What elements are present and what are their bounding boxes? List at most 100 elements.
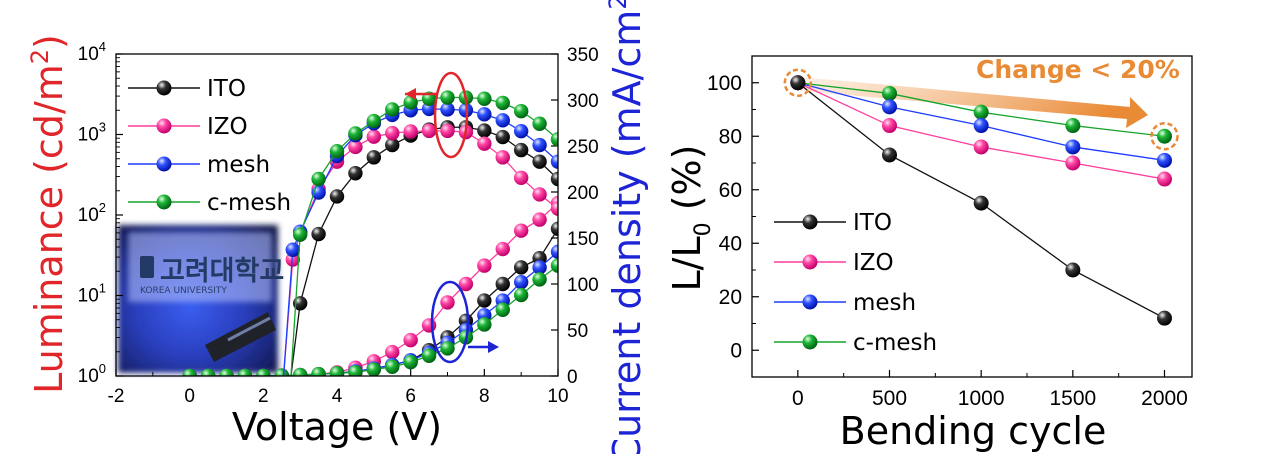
jvl-left-tick-label: 101: [78, 281, 106, 307]
jvl-luminance-point-c-mesh: [292, 227, 308, 242]
jvl-legend-marker-izo: [156, 118, 172, 134]
bending-y-tick-label: 20: [719, 286, 742, 309]
jvl-luminance-point-izo: [532, 187, 547, 202]
jvl-current-density-point-c-mesh: [366, 362, 382, 376]
jvl-luminance-point-izo: [440, 123, 455, 139]
jvl-current-density-point-mesh: [513, 274, 529, 290]
jvl-x-tick-label: 6: [405, 386, 416, 407]
jvl-luminance-point-ito: [385, 137, 400, 153]
jvl-legend-label-izo: IZO: [207, 114, 248, 140]
jvl-right-tick-label: 250: [567, 137, 599, 158]
jvl-right-tick-label: 50: [567, 321, 588, 342]
jvl-luminance-onset-c-mesh: [290, 234, 301, 376]
jvl-current-density-point-ito: [477, 293, 492, 308]
jvl-luminance-point-izo: [550, 201, 558, 216]
jvl-current-density-point-izo: [385, 344, 400, 360]
jvl-luminance-point-izo: [421, 123, 437, 139]
jvl-current-density-point-c-mesh: [182, 368, 197, 376]
jvl-luminance-point-ito: [366, 150, 382, 165]
bending-x-tick-label: 500: [872, 387, 907, 410]
jvl-left-tick-base: 10: [78, 286, 99, 307]
jvl-current-density-point-izo: [421, 318, 437, 333]
jvl-luminance-point-mesh: [285, 242, 300, 257]
inset-photo-device-edge: [227, 316, 271, 342]
bending-x-tick-label: 2000: [1141, 387, 1188, 410]
jvl-current-density-point-c-mesh: [513, 287, 529, 303]
inset-photo-subtext: KOREA UNIVERSITY: [140, 286, 227, 296]
jvl-luminance-point-ito: [532, 154, 547, 169]
jvl-luminance-point-izo: [385, 125, 400, 141]
jvl-luminance-point-izo: [348, 139, 363, 155]
bending-y-axis-title-end: (%): [665, 145, 709, 223]
jvl-legend: ITO IZO mesh c-mesh: [128, 76, 291, 216]
jvl-right-tick-label: 200: [567, 183, 599, 204]
bending-y-axis-title: L/L0 (%): [665, 145, 716, 292]
bending-point-izo: [1157, 171, 1172, 187]
jvl-x-tick-label: 8: [479, 386, 490, 407]
bending-plot-frame: [751, 55, 1193, 378]
jvl-current-density-point-c-mesh: [440, 341, 455, 356]
jvl-current-density-point-c-mesh: [274, 368, 289, 376]
luminance-highlight-ellipse: [433, 71, 469, 159]
jvl-current-density-point-izo: [477, 258, 492, 273]
inset-photo: 고려대학교 KOREA UNIVERSITY: [118, 225, 284, 373]
jvl-current-density-point-ito: [495, 276, 510, 292]
bending-axes: 0 500 1000 1500 2000 0 20 40 60 80 100: [707, 72, 1188, 410]
jvl-current-density-point-c-mesh: [532, 272, 547, 287]
jvl-luminance-point-c-mesh: [385, 102, 400, 117]
jvl-left-tick-exponent: 3: [99, 120, 106, 135]
bending-y-tick-label: 0: [730, 339, 742, 362]
jvl-luminance-point-c-mesh: [495, 95, 510, 111]
jvl-current-density-point-c-mesh: [292, 367, 308, 376]
bending-point-mesh: [882, 99, 897, 115]
inset-photo-text: 고려대학교: [160, 256, 284, 287]
bending-x-tick-label: 1500: [1049, 387, 1096, 410]
jvl-axes: -2 0 2 4 6 8 101001011021031040501001502002503…: [78, 39, 599, 407]
bending-point-mesh: [1157, 152, 1172, 168]
bending-legend-label-ito: ITO: [853, 210, 892, 236]
bending-legend: ITO IZO mesh c-mesh: [774, 210, 937, 356]
current-highlight-ellipse: [430, 280, 470, 364]
jvl-luminance-point-ito: [348, 166, 363, 181]
jvl-current-density-point-c-mesh: [385, 359, 400, 374]
jvl-current-density-point-mesh: [532, 260, 547, 275]
jvl-legend-marker-ito: [156, 80, 172, 96]
jvl-current-density-point-c-mesh: [256, 368, 271, 376]
jvl-right-tick-label: 100: [567, 275, 599, 296]
bending-point-ito: [1065, 262, 1081, 278]
bending-point-mesh: [973, 118, 989, 134]
jvl-luminance-point-c-mesh: [532, 116, 547, 131]
jvl-legend-label-c-mesh: c-mesh: [207, 190, 291, 216]
jvl-current-density-point-ito: [513, 260, 529, 275]
jvl-luminance-point-mesh: [550, 154, 558, 169]
jvl-current-density-point-izo: [403, 332, 418, 348]
university-emblem: [140, 256, 154, 278]
jvl-plot-frame: [115, 53, 559, 377]
bending-legend-marker-izo: [802, 254, 818, 270]
bending-legend-label-mesh: mesh: [853, 290, 916, 316]
jvl-luminance-point-mesh: [440, 102, 455, 117]
change-annotation: Change < 20%: [976, 55, 1180, 84]
jvl-left-tick-label: 104: [78, 39, 106, 65]
jvl-current-density-point-c-mesh: [219, 368, 234, 376]
jvl-left-tick-label: 103: [78, 120, 106, 146]
jvl-current-density-point-c-mesh: [348, 365, 363, 376]
jvl-legend-label-mesh: mesh: [207, 152, 270, 178]
jvl-current-density-point-c-mesh: [477, 317, 492, 332]
jvl-luminance-point-mesh: [532, 137, 547, 153]
jvl-legend-label-ito: ITO: [207, 76, 246, 102]
jvl-luminance-point-izo: [495, 150, 510, 165]
jvl-current-density-point-c-mesh: [329, 366, 345, 376]
bending-point-ito: [973, 195, 989, 211]
jvl-left-tick-exponent: 1: [99, 281, 106, 296]
jvl-luminance-line-mesh: [292, 108, 558, 251]
jvl-left-tick-label: 100: [78, 361, 106, 387]
jvl-luminance-point-c-mesh: [311, 171, 326, 187]
bending-series: [790, 75, 1172, 326]
jvl-left-axis-title-sup: 2: [26, 49, 54, 64]
jvl-luminance-point-ito: [329, 189, 345, 204]
jvl-current-density-point-izo: [513, 223, 529, 238]
jvl-luminance-point-mesh: [421, 101, 437, 117]
bending-point-mesh: [1065, 139, 1081, 155]
jvl-current-density-point-c-mesh: [550, 258, 558, 273]
